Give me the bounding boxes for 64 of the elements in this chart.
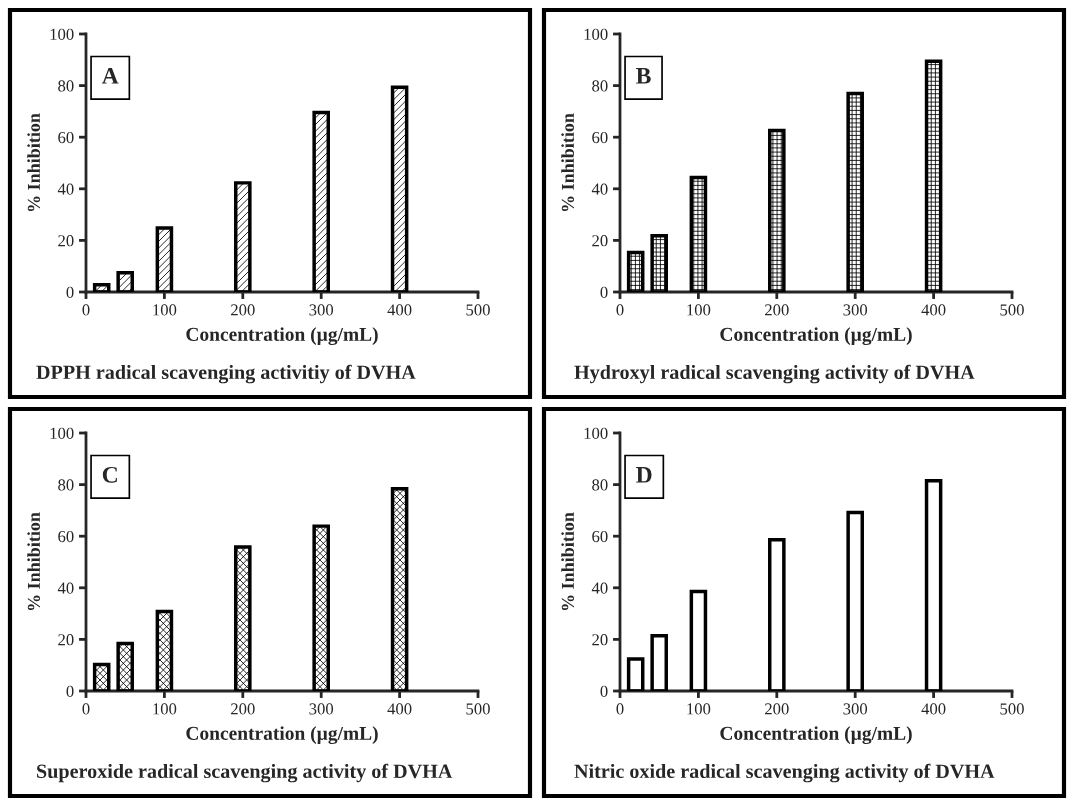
y-tick-label: 20 (58, 634, 74, 646)
y-axis-title: % Inhibition (27, 113, 41, 212)
y-tick-label: 0 (600, 286, 608, 298)
y-tick-label: 40 (57, 183, 74, 195)
x-tick-label: 0 (82, 304, 90, 316)
y-tick-label: 100 (50, 427, 74, 439)
text: Nitric oxide radical scavenging activity of DVHA (574, 763, 995, 783)
x-tick-label: 300 (309, 304, 334, 316)
y-tick-label: 60 (58, 530, 74, 543)
x-tick-label: 200 (765, 304, 789, 316)
y-tick-label: 20 (58, 235, 74, 247)
x-tick-label: 200 (231, 703, 255, 715)
x-tick-label: 0 (616, 703, 624, 715)
x-tick-label: 100 (687, 304, 711, 316)
annotation: B (636, 68, 651, 84)
y-tick-label: 40 (57, 582, 74, 594)
y-tick-label: 40 (591, 582, 608, 594)
x-axis-title: Concentration (µg/mL) (720, 327, 912, 346)
y-axis-title: % Inhibition (27, 512, 41, 611)
y-tick-label: 20 (592, 634, 608, 646)
x-tick-label: 100 (153, 703, 177, 715)
y-axis-title: % Inhibition (561, 512, 575, 611)
x-tick-label: 300 (843, 304, 868, 316)
text: Superoxide radical scavenging activity of DVHA (37, 763, 453, 783)
text: Hydroxyl radical scavenging activity of DVHA (574, 364, 975, 384)
x-tick-label: 400 (921, 703, 946, 715)
annotation: A (101, 67, 119, 84)
text: DPPH radical scavenging activitiy of DVHA (36, 364, 416, 384)
x-tick-label: 500 (1000, 304, 1024, 316)
y-tick-label: 80 (592, 479, 608, 491)
x-tick-label: 300 (309, 703, 334, 715)
y-tick-label: 100 (584, 427, 608, 439)
x-tick-label: 500 (466, 304, 490, 316)
x-tick-label: 200 (765, 703, 789, 715)
y-axis-title: % Inhibition (561, 113, 575, 212)
x-tick-label: 300 (843, 703, 868, 715)
annotation: D (636, 467, 652, 483)
x-tick-label: 100 (153, 304, 177, 316)
y-tick-label: 0 (600, 685, 608, 697)
y-tick-label: 60 (58, 131, 74, 144)
y-tick-label: 20 (592, 235, 608, 247)
y-tick-label: 80 (592, 80, 608, 92)
y-tick-label: 100 (584, 28, 608, 40)
x-tick-label: 100 (687, 703, 711, 715)
x-tick-label: 0 (82, 703, 90, 715)
x-axis-title: Concentration (µg/mL) (720, 726, 912, 745)
y-tick-label: 0 (66, 286, 74, 298)
x-tick-label: 0 (616, 304, 624, 316)
x-tick-label: 500 (1000, 703, 1024, 715)
x-axis-title: Concentration (µg/mL) (186, 726, 378, 745)
y-tick-label: 60 (592, 131, 608, 144)
x-axis-title: Concentration (µg/mL) (186, 327, 378, 346)
x-tick-label: 400 (387, 304, 412, 316)
x-tick-label: 200 (231, 304, 255, 316)
y-tick-label: 60 (592, 530, 608, 543)
x-tick-label: 400 (921, 304, 946, 316)
y-tick-label: 0 (66, 685, 74, 697)
y-tick-label: 100 (50, 28, 74, 40)
x-tick-label: 400 (387, 703, 412, 715)
y-tick-label: 80 (58, 80, 74, 92)
annotation: C (102, 466, 117, 483)
x-tick-label: 500 (466, 703, 490, 715)
y-tick-label: 80 (58, 479, 74, 491)
y-tick-label: 40 (591, 183, 608, 195)
